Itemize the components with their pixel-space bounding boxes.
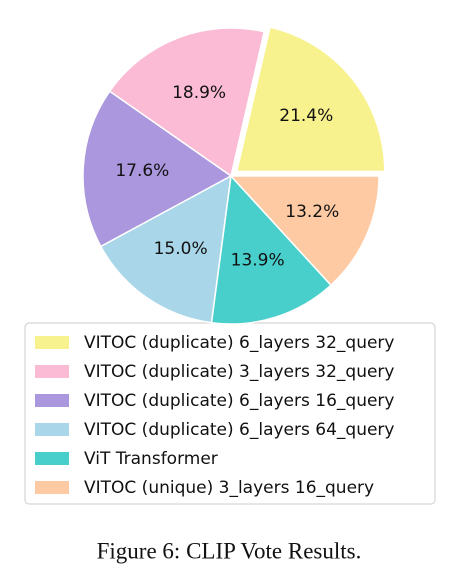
pie-slice	[108, 27, 266, 178]
legend-label: ViT Transformer	[84, 449, 218, 469]
pie-slice	[210, 174, 333, 325]
caption: Figure 6: CLIP Vote Results.	[97, 538, 362, 563]
pie-slice	[229, 175, 380, 287]
legend-swatch	[35, 336, 69, 349]
legend-swatch	[35, 365, 69, 378]
slice-label: 18.9%	[172, 83, 226, 103]
legend-label: VITOC (duplicate) 3_layers 32_query	[84, 362, 394, 382]
legend-label: VITOC (unique) 3_layers 16_query	[84, 478, 374, 498]
slice-label: 13.2%	[285, 202, 339, 222]
slice-label: 13.9%	[231, 251, 285, 271]
legend-swatch	[35, 394, 69, 407]
legend-label: VITOC (duplicate) 6_layers 16_query	[84, 391, 394, 411]
slice-label: 21.4%	[279, 106, 333, 126]
slice-label: 15.0%	[154, 239, 208, 259]
legend-label: VITOC (duplicate) 6_layers 32_query	[84, 333, 394, 353]
pie-slice	[99, 174, 232, 324]
legend-swatch	[35, 452, 69, 465]
legend-swatch	[35, 481, 69, 494]
pie-slice	[235, 26, 386, 173]
legend-swatch	[35, 423, 69, 436]
legend-label: VITOC (duplicate) 6_layers 64_query	[84, 420, 394, 440]
slice-label: 17.6%	[115, 161, 169, 181]
pie-slice	[82, 90, 233, 248]
